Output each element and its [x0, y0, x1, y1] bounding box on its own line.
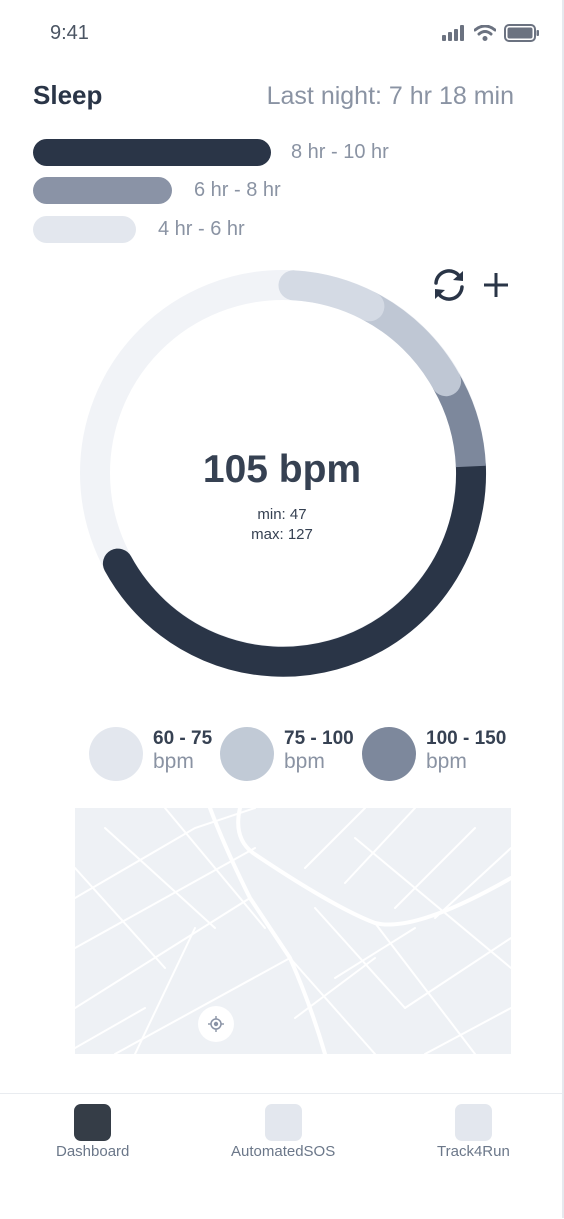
sleep-bar-8-10: [33, 139, 271, 166]
map-locate-button[interactable]: [198, 1006, 234, 1042]
ring-actions: [430, 266, 510, 304]
status-icons: [442, 24, 540, 42]
page-title: Sleep: [33, 80, 103, 110]
ring-segment-dark: [102, 451, 487, 677]
nav-item-track4run[interactable]: Track4Run: [437, 1104, 510, 1160]
nav-item-dashboard[interactable]: Dashboard: [56, 1104, 129, 1160]
plus-icon[interactable]: [482, 271, 510, 299]
bpm-legend-range: 100 - 150: [426, 728, 507, 749]
screen-edge: [562, 0, 564, 1218]
nav-label: Track4Run: [437, 1143, 510, 1160]
nav-label: Dashboard: [56, 1143, 130, 1160]
bpm-legend-range: 75 - 100: [284, 728, 354, 749]
track4run-icon: [454, 1104, 492, 1141]
last-night-summary: Last night: 7 hr 18 min: [266, 82, 514, 110]
map-streets: [75, 808, 511, 1054]
sleep-bar-4-6: [33, 216, 136, 243]
ring-segment-mid-light: [354, 291, 462, 397]
bpm-legend-swatch: [362, 727, 416, 781]
bpm-legend-swatch: [220, 727, 274, 781]
heart-rate-ring: [80, 270, 487, 677]
status-time: 9:41: [50, 22, 89, 44]
sleep-legend-row: 8 hr - 10 hr: [33, 139, 389, 166]
locate-icon: [208, 1016, 224, 1032]
sleep-legend-row: 4 hr - 6 hr: [33, 216, 245, 243]
bpm-legend-range: 60 - 75: [153, 728, 213, 749]
bpm-legend-swatch: [89, 727, 143, 781]
bpm-legend-item: 100 - 150 bpm: [362, 727, 506, 781]
nav-label: AutomatedSOS: [231, 1143, 336, 1160]
heart-rate-max: max: 127: [251, 526, 313, 543]
bpm-legend-item: 75 - 100 bpm: [220, 727, 354, 781]
wifi-icon: [474, 25, 496, 41]
sleep-label: 8 hr - 10 hr: [291, 141, 389, 163]
sleep-bar-6-8: [33, 177, 172, 204]
dashboard-icon: [74, 1104, 112, 1141]
sleep-legend-row: 6 hr - 8 hr: [33, 177, 281, 204]
refresh-icon[interactable]: [430, 266, 468, 304]
heart-rate-value: 105 bpm: [202, 448, 362, 491]
bottom-nav: Dashboard AutomatedSOS Track4Run: [0, 1093, 562, 1219]
bpm-legend-item: 60 - 75 bpm: [89, 727, 212, 781]
bpm-legend-unit: bpm: [284, 750, 325, 773]
nav-item-automatedsos[interactable]: AutomatedSOS: [231, 1104, 335, 1160]
heart-rate-min: min: 47: [257, 506, 307, 523]
battery-icon: [504, 24, 539, 42]
signal-icon: [442, 25, 464, 41]
bpm-legend-unit: bpm: [426, 750, 467, 773]
automatedsos-icon: [264, 1104, 302, 1141]
sleep-label: 6 hr - 8 hr: [194, 179, 281, 201]
ring-segment-light: [278, 270, 385, 322]
bpm-legend-unit: bpm: [153, 750, 194, 773]
map-view[interactable]: [75, 808, 511, 1054]
sleep-label: 4 hr - 6 hr: [158, 218, 245, 240]
